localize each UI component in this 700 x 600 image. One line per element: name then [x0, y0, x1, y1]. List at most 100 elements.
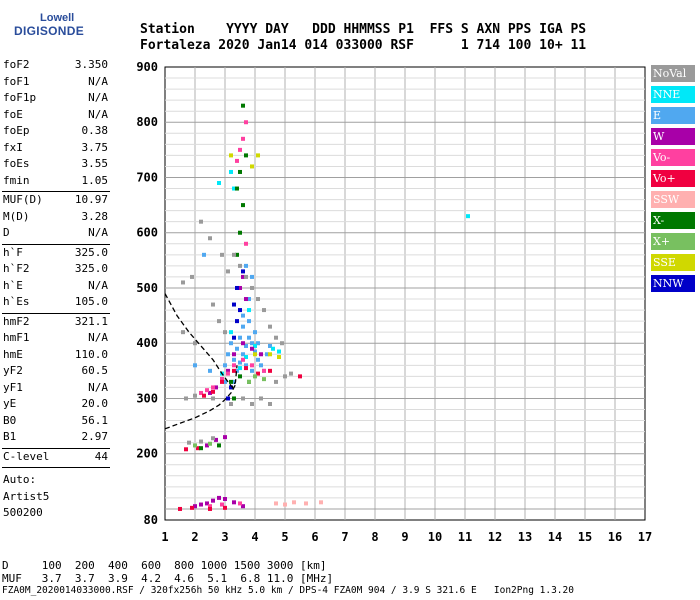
header-line-1: Station YYYY DAY DDD HHMMSS P1 FFS S AXN… — [140, 22, 587, 37]
x-tick-label: 3 — [221, 530, 228, 544]
auto-version: 500200 — [3, 506, 43, 519]
param-key: h`F — [3, 245, 23, 259]
data-point — [232, 379, 236, 384]
data-point — [250, 363, 254, 368]
data-point — [268, 324, 272, 329]
profile-curve — [164, 293, 238, 389]
x-tick-label: 6 — [311, 530, 318, 544]
data-point — [232, 352, 236, 357]
data-point — [259, 352, 263, 357]
param-row: yE 20.0 — [0, 397, 112, 414]
data-point — [238, 501, 242, 506]
data-point — [241, 357, 245, 362]
param-value: N/A — [88, 107, 108, 121]
x-tick-label: 9 — [401, 530, 408, 544]
data-point — [190, 274, 194, 279]
auto-name: Artist5 — [3, 489, 50, 503]
data-point — [244, 366, 248, 371]
auto-line: 500200 — [0, 506, 112, 523]
data-point — [241, 136, 245, 141]
data-point — [202, 252, 206, 257]
param-row: B0 56.1 — [0, 414, 112, 431]
data-point — [235, 285, 239, 290]
data-point — [277, 349, 281, 354]
data-point — [229, 169, 233, 174]
data-point — [262, 308, 266, 313]
data-point — [226, 352, 230, 357]
param-key: h`Es — [3, 295, 30, 308]
param-row: B1 2.97 — [0, 430, 112, 447]
x-tick-label: 2 — [191, 530, 198, 544]
param-value: N/A — [88, 226, 108, 239]
data-point — [319, 500, 323, 505]
param-row: foF1 N/A — [0, 75, 112, 92]
param-row: foEs 3.55 — [0, 157, 112, 174]
data-point — [274, 335, 278, 340]
y-tick-label: 400 — [136, 336, 158, 350]
param-key: M(D) — [3, 209, 30, 223]
param-key: foEs — [3, 157, 30, 170]
data-point — [247, 319, 251, 324]
param-value: 3.28 — [81, 209, 109, 223]
data-point — [277, 355, 281, 360]
data-point — [193, 341, 197, 346]
profile-curve-lower — [164, 384, 237, 430]
data-point — [241, 504, 245, 509]
data-point — [244, 120, 248, 125]
data-point — [244, 297, 248, 302]
y-tick-label: 80 — [144, 513, 158, 527]
data-point — [193, 443, 197, 448]
data-point — [226, 371, 230, 376]
data-point — [214, 437, 218, 442]
data-point — [250, 368, 254, 373]
y-tick-label: 800 — [136, 115, 158, 129]
data-point — [226, 396, 230, 401]
param-group-4: hmF2 321.1 hmF1 N/A hmE 110.0 yF2 60.5 yF1 N/… — [0, 315, 112, 447]
param-key: MUF(D) — [3, 193, 43, 206]
param-key: h`E — [3, 278, 23, 292]
data-point — [190, 505, 194, 510]
data-point — [238, 263, 242, 268]
data-point — [238, 335, 242, 340]
data-point — [241, 396, 245, 401]
data-point — [244, 263, 248, 268]
legend-item: E — [651, 107, 695, 124]
param-row: yF1 N/A — [0, 381, 112, 398]
data-point — [229, 385, 233, 390]
param-row: M(D) 3.28 — [0, 210, 112, 227]
param-value: 1.05 — [81, 173, 109, 187]
data-point — [211, 385, 215, 390]
data-point — [253, 352, 257, 357]
data-point — [268, 352, 272, 357]
data-point — [199, 446, 203, 451]
data-point — [223, 330, 227, 335]
data-point — [232, 363, 236, 368]
param-key: yF2 — [3, 364, 23, 377]
data-point — [256, 297, 260, 302]
param-row: h`Es 105.0 — [0, 295, 112, 312]
data-point — [232, 500, 236, 505]
data-point — [199, 502, 203, 507]
param-key: C-level — [3, 449, 50, 463]
data-point — [238, 285, 242, 290]
legend-item: SSE — [651, 254, 695, 271]
data-point — [232, 302, 236, 307]
data-point — [232, 252, 236, 257]
data-point — [274, 501, 278, 506]
param-row: h`E N/A — [0, 279, 112, 296]
y-tick-label: 500 — [136, 281, 158, 295]
param-group-1: foF2 3.350 foF1 N/A foF1p N/A foE N/A foEp 0.… — [0, 58, 112, 190]
data-point — [229, 341, 233, 346]
data-point — [232, 396, 236, 401]
data-point — [220, 502, 224, 507]
data-point — [229, 330, 233, 335]
data-point — [268, 343, 272, 348]
param-row: D N/A — [0, 226, 112, 243]
data-point — [193, 363, 197, 368]
data-point — [253, 330, 257, 335]
legend-item: X- — [651, 212, 695, 229]
x-tick-label: 17 — [638, 530, 652, 544]
auto-label: Auto: — [3, 473, 37, 486]
param-row: h`F2 325.0 — [0, 262, 112, 279]
